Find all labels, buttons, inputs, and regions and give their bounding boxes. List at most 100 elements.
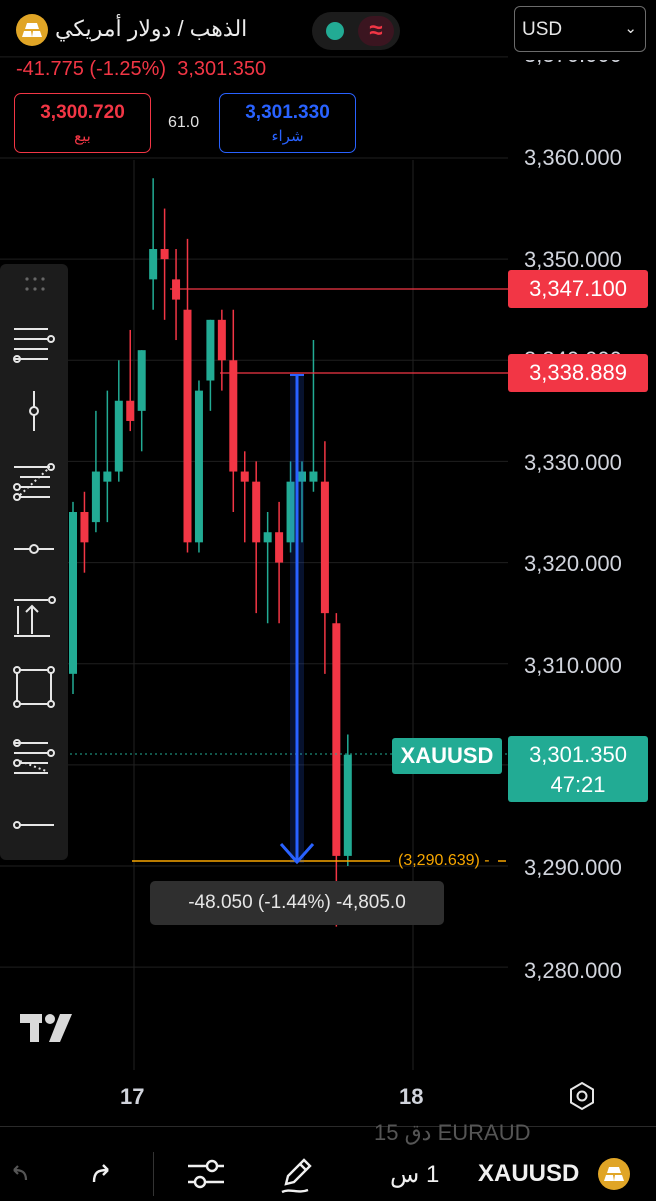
market-open-dot-icon — [326, 22, 344, 40]
candle-body — [137, 350, 146, 411]
candle — [298, 461, 306, 543]
tradingview-logo-icon — [20, 1012, 78, 1049]
fib-retracement-icon[interactable] — [6, 456, 62, 506]
spread-value: 61.0 — [168, 114, 200, 131]
line-price-tag-1[interactable]: 3,347.100 — [508, 270, 648, 308]
drawing-toolbar — [0, 264, 68, 860]
drag-handle-icon[interactable] — [24, 276, 46, 299]
gold-bars-icon — [598, 1158, 630, 1190]
draw-pencil-icon[interactable] — [278, 1154, 316, 1199]
candle-body — [206, 319, 215, 381]
redo-icon[interactable] — [88, 1160, 116, 1193]
candle-body — [343, 754, 352, 856]
last-price: 3,301.350 — [177, 58, 267, 80]
horizontal-ray-icon[interactable] — [6, 524, 62, 574]
y-tick: 3,330.000 — [524, 450, 622, 475]
candle-body — [309, 471, 318, 482]
candle — [137, 350, 146, 452]
instrument-title[interactable]: الذهب / دولار أمريكي — [55, 16, 248, 41]
candle-body — [240, 471, 249, 482]
candle — [91, 410, 100, 533]
candle-body — [183, 309, 192, 543]
candle — [217, 309, 226, 391]
y-tick: 3,320.000 — [524, 551, 622, 576]
rectangle-icon[interactable] — [6, 662, 62, 712]
candle-body — [103, 471, 112, 482]
candle-body — [263, 532, 272, 543]
candle — [69, 501, 77, 695]
bottom-toolbar — [0, 1126, 656, 1201]
bar-countdown: 47:21 — [550, 772, 606, 797]
candle — [149, 178, 158, 310]
candle-body — [91, 471, 100, 523]
candle-body — [217, 319, 226, 361]
candle-body — [69, 512, 77, 674]
candle — [229, 309, 238, 512]
candle — [114, 360, 123, 482]
candle-body — [286, 481, 295, 543]
fib-extension-icon[interactable] — [6, 732, 62, 782]
candle — [332, 613, 341, 927]
candle — [275, 501, 284, 624]
candles — [69, 178, 352, 927]
candle — [286, 461, 295, 553]
candle-body — [332, 623, 341, 856]
candle-body — [320, 481, 329, 614]
currency-select[interactable]: USD ⌄ — [514, 6, 646, 52]
candle — [172, 249, 181, 341]
sell-label: بيع — [74, 128, 91, 145]
candle — [160, 208, 169, 320]
chevron-down-icon: ⌄ — [624, 20, 637, 37]
symbol-tag: XAUUSD — [392, 738, 502, 774]
candle — [126, 329, 135, 432]
undo-icon[interactable] — [8, 1162, 32, 1191]
sell-price: 3,300.720 — [40, 102, 125, 123]
y-tick: 3,350.000 — [524, 247, 622, 272]
vertical-line-icon[interactable] — [6, 386, 62, 436]
chart-grid — [0, 56, 508, 968]
x-tick: 17 — [120, 1084, 145, 1109]
buy-label: شراء — [271, 128, 304, 145]
candle — [183, 238, 192, 553]
line-price-tag-2[interactable]: 3,338.889 — [508, 354, 648, 392]
target-price: (3,290.639) — [398, 852, 480, 869]
long-position-icon[interactable] — [6, 592, 62, 642]
buy-button[interactable]: 3,301.330 شراء — [219, 93, 356, 153]
candle — [80, 491, 89, 573]
bottom-divider — [153, 1152, 154, 1196]
horizontal-line-icon[interactable] — [6, 800, 62, 850]
x-tick: 18 — [399, 1084, 424, 1109]
current-price-tag: 3,301.350 47:21 — [508, 736, 648, 802]
horizontal-rays-icon[interactable] — [6, 318, 62, 368]
currency-value: USD — [522, 19, 563, 40]
price-change: -41.775 (-1.25%) — [16, 58, 167, 80]
candle — [343, 734, 352, 866]
candle-body — [126, 400, 135, 421]
y-tick: 3,310.000 — [524, 653, 622, 678]
y-tick: 3,360.000 — [524, 145, 622, 170]
timeframe-button[interactable]: 1 س — [390, 1161, 440, 1188]
y-tick: 3,290.000 — [524, 855, 622, 880]
candle-body — [298, 471, 306, 482]
candle — [263, 512, 272, 624]
sell-button[interactable]: 3,300.720 بيع — [14, 93, 151, 153]
y-tick-partial: 3,370.000 — [524, 42, 622, 67]
candle-body — [252, 481, 261, 543]
current-price: 3,301.350 — [529, 742, 627, 767]
gold-bars-icon — [16, 14, 48, 46]
candle-body — [160, 249, 169, 260]
candle-body — [229, 360, 238, 472]
candle-body — [275, 532, 284, 563]
candle-body — [149, 249, 158, 280]
measure-arrow — [279, 374, 315, 865]
indicators-settings-icon[interactable] — [186, 1156, 226, 1197]
candle-body — [194, 390, 203, 543]
market-status-toggle[interactable]: ≈ — [312, 12, 400, 50]
symbol-button[interactable]: XAUUSD — [478, 1160, 580, 1187]
candle-body — [114, 400, 123, 472]
y-tick: 3,280.000 — [524, 958, 622, 983]
candle — [240, 451, 249, 543]
candle — [103, 390, 112, 523]
candle — [252, 461, 261, 614]
chart-settings-icon[interactable] — [566, 1080, 598, 1117]
